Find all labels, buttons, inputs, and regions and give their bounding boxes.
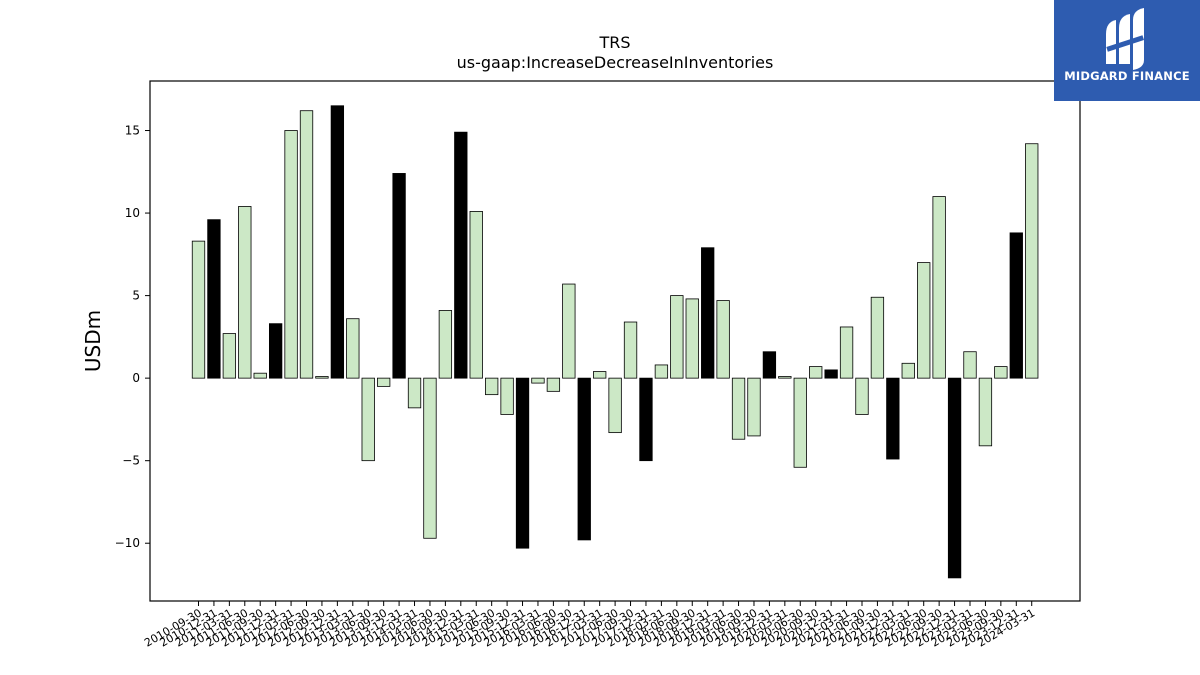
y-axis-ticks: −10 −5 0 5 10 15 [115,124,150,550]
bar-2016-12-31 [577,377,591,541]
y-tick-label: 15 [125,124,140,138]
bar-2014-12-31 [454,131,468,379]
bar-2011-03-31 [222,333,237,379]
bar-2017-12-31 [639,377,653,462]
bar-2014-03-31 [407,377,422,409]
bar-2021-12-31 [886,377,900,460]
bar-2013-03-31 [346,318,360,379]
brand-mark-icon [1106,8,1144,70]
bar-2020-09-30 [809,366,823,379]
bar-2019-06-30 [731,377,746,440]
bar-2018-12-31 [701,247,715,379]
bar-2015-03-31 [469,211,483,379]
bar-2022-03-31 [901,362,915,379]
bar-2020-03-31 [778,376,792,379]
bar-2012-03-31 [284,130,298,379]
bar-2016-06-30 [546,377,561,392]
bar-2012-12-31 [330,105,345,379]
bar-2019-03-31 [716,300,730,379]
bar-2010-12-31 [207,219,221,379]
bar-2022-12-31 [947,377,962,579]
bars-group [191,105,1039,579]
bar-2012-06-30 [299,110,314,379]
bar-2021-03-31 [839,326,854,379]
bar-2021-06-30 [855,377,869,415]
bar-2011-06-30 [238,206,252,379]
bar-2020-12-31 [824,369,838,379]
bar-2010-09-30 [191,240,206,379]
bar-2012-09-30 [315,376,329,379]
y-tick-label: 0 [132,371,140,385]
plot-frame [149,80,1081,602]
bar-2011-09-30 [253,372,267,379]
bar-2018-03-31 [654,364,669,379]
bar-2015-06-30 [485,377,499,396]
bar-2016-09-30 [562,283,576,379]
bar-2011-12-31 [268,323,283,379]
bar-2017-09-30 [623,321,638,379]
x-axis-ticks: 2010-09-302010-12-312011-03-312011-06-30… [142,601,1037,650]
bar-2023-03-31 [963,351,977,379]
y-axis-label: USDm [81,310,105,372]
bar-2013-09-30 [377,377,391,387]
bar-2018-09-30 [685,298,699,379]
bar-2016-03-31 [531,377,545,384]
bar-2024-03-31 [1025,143,1039,379]
bar-2020-06-30 [793,377,807,468]
brand-logo: MIDGARD FINANCE [1054,0,1200,101]
bar-2023-09-30 [994,366,1008,379]
bar-2013-06-30 [361,377,375,462]
bar-2018-06-30 [670,295,684,379]
bar-2014-09-30 [438,310,453,379]
bar-2019-12-31 [762,351,777,379]
chart-subtitle: us-gaap:IncreaseDecreaseInInventories [457,53,774,72]
bar-2023-06-30 [978,377,993,447]
bar-2022-09-30 [932,196,946,379]
y-tick-label: −10 [115,536,140,550]
bar-2023-12-31 [1009,232,1023,379]
y-tick-label: −5 [122,454,140,468]
brand-name: MIDGARD FINANCE [1064,69,1190,83]
bar-2017-03-31 [593,371,607,379]
bar-2015-09-30 [500,377,514,415]
bar-2019-09-30 [747,377,761,437]
bar-2014-06-30 [423,377,437,539]
bar-2013-12-31 [392,173,406,379]
bar-2015-12-31 [515,377,530,549]
chart-title: TRS [598,33,630,52]
bar-2021-09-30 [870,296,885,379]
y-tick-label: 5 [132,289,140,303]
y-tick-label: 10 [125,206,140,220]
bar-2017-06-30 [608,377,622,434]
bar-2022-06-30 [917,262,931,379]
